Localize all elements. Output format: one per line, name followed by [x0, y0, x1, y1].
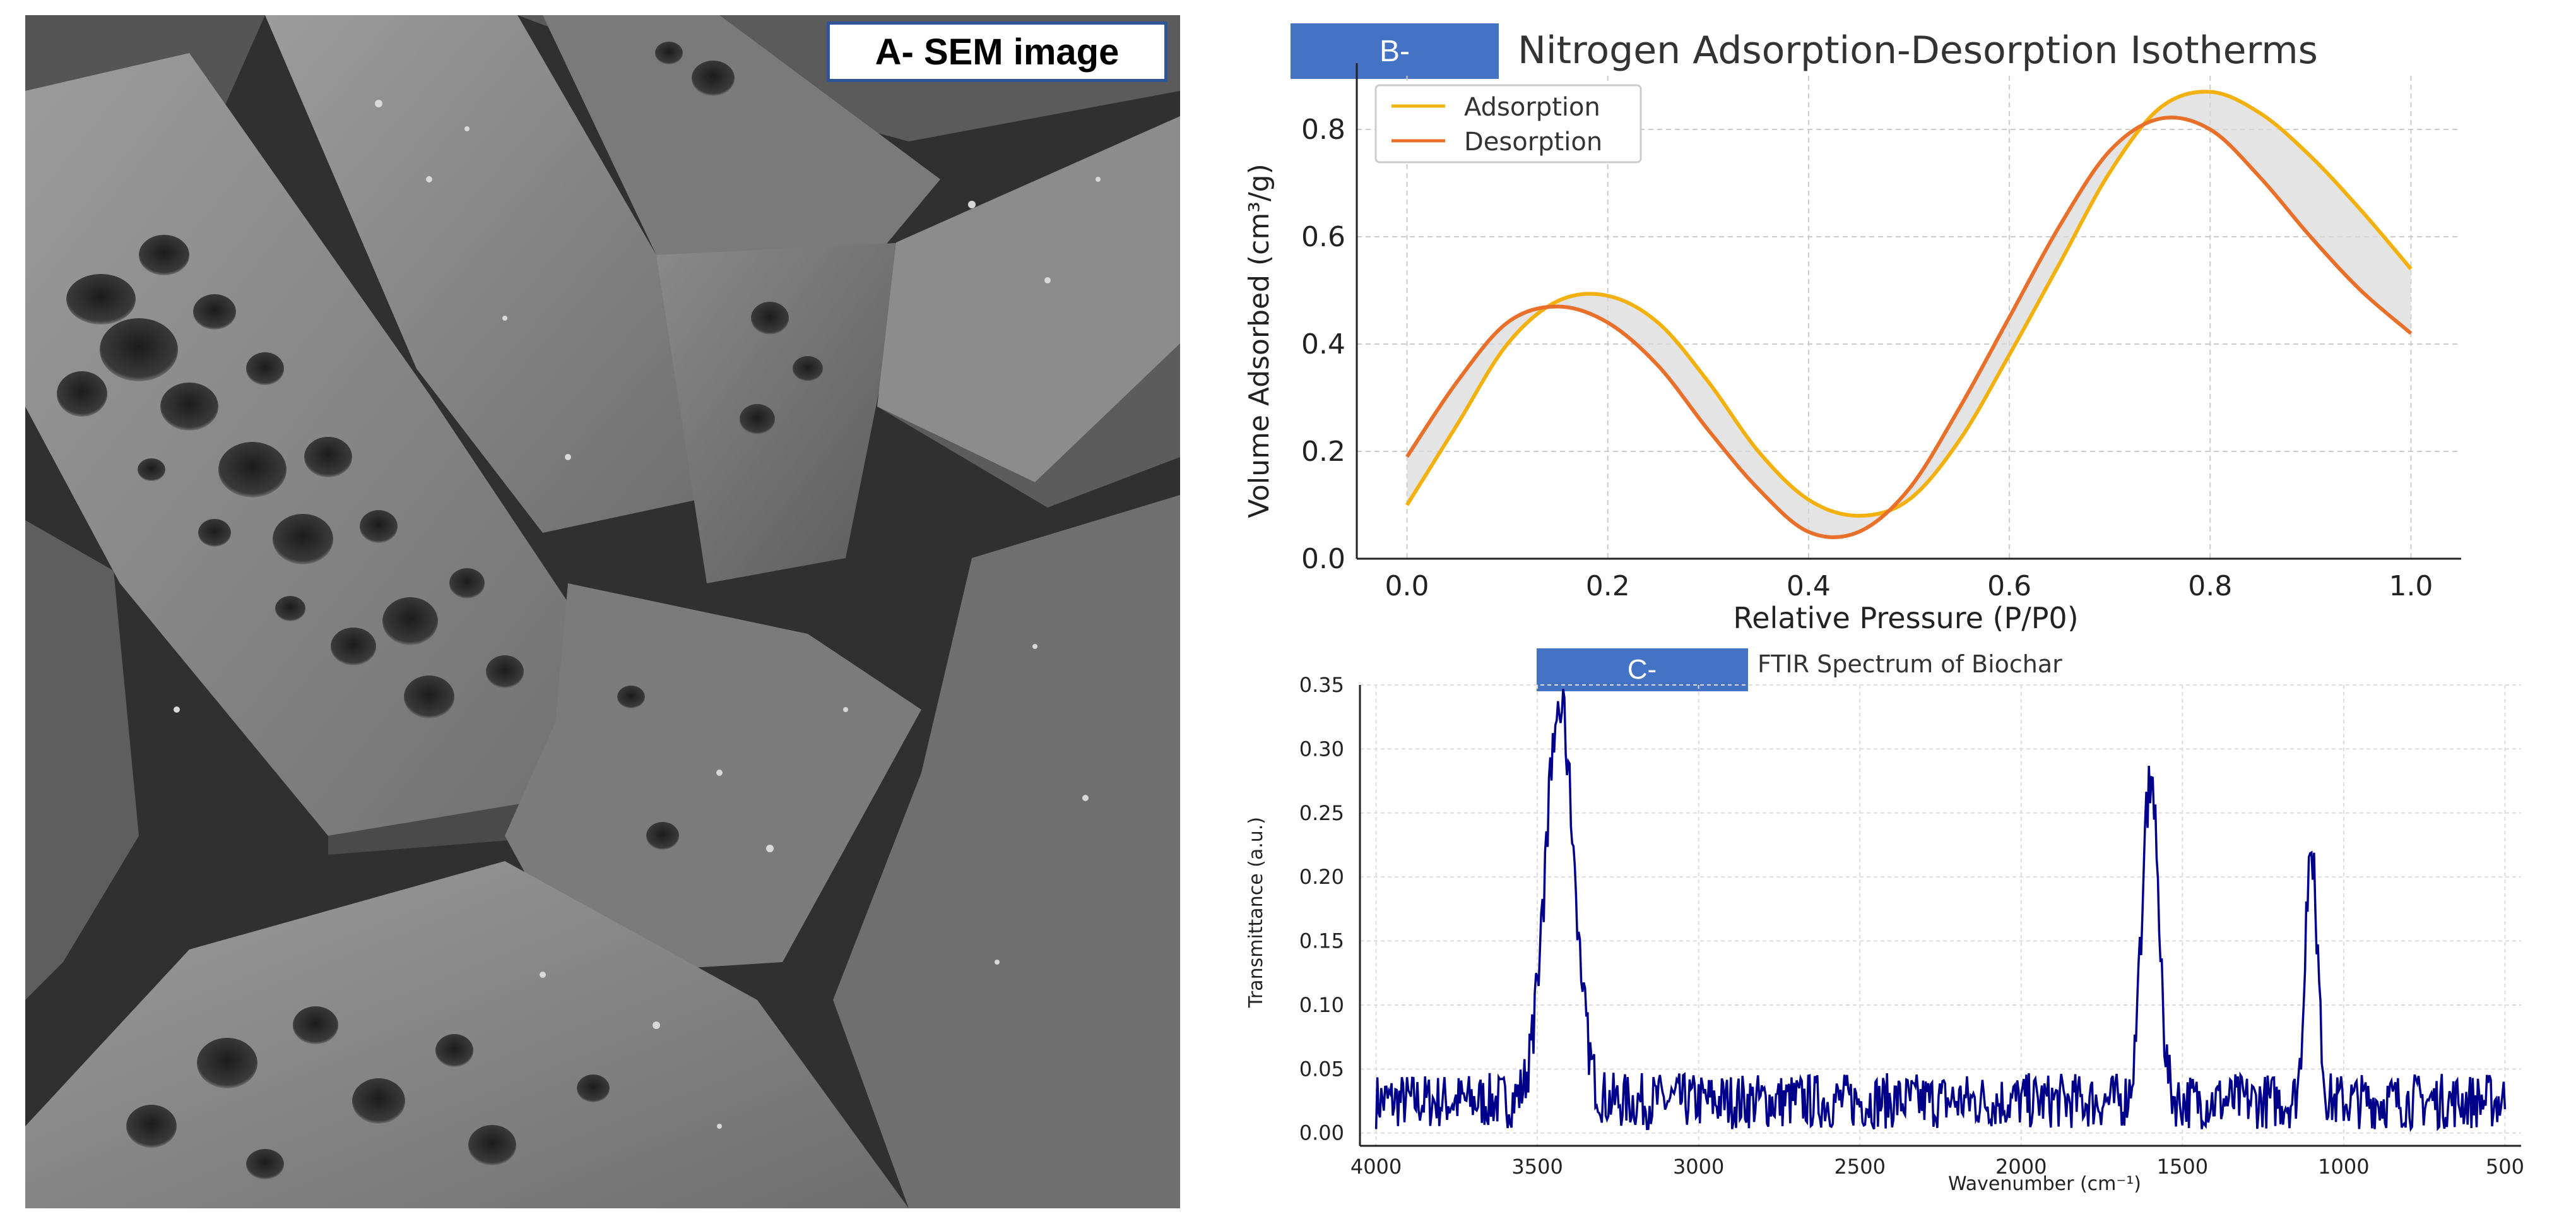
x-tick-label: 0.6 — [1987, 570, 2031, 602]
x-tick-label: 1500 — [2157, 1155, 2208, 1179]
ftir-spectrum-line — [1374, 689, 2507, 1133]
panel-a-label: A- SEM image — [827, 21, 1167, 82]
y-tick-label: 0.6 — [1301, 221, 1345, 253]
chart-b-ylabel: Volume Adsorbed (cm³/g) — [1243, 164, 1275, 518]
x-tick-label: 0.4 — [1787, 570, 1831, 602]
chart-c-xlabel: Wavenumber (cm⁻¹) — [1948, 1173, 2141, 1195]
y-tick-label: 0.00 — [1299, 1121, 1344, 1145]
x-tick-label: 0.0 — [1385, 570, 1429, 602]
x-tick-label: 3500 — [1511, 1155, 1563, 1179]
panel-c-tag-box — [1537, 648, 1748, 691]
y-tick-label: 0.10 — [1299, 993, 1344, 1017]
x-tick-label: 1000 — [2318, 1155, 2369, 1179]
y-tick-label: 0.2 — [1301, 436, 1345, 468]
x-tick-label: 0.2 — [1586, 570, 1630, 602]
y-tick-label: 0.05 — [1299, 1057, 1344, 1081]
chart-c-ylabel: Transmittance (a.u.) — [1245, 817, 1267, 1008]
hysteresis-band — [1407, 92, 2411, 538]
x-tick-label: 0.8 — [2188, 570, 2232, 602]
isotherm-chart: B- Nitrogen Adsorption-Desorption Isothe… — [1243, 23, 2461, 631]
panel-c-tag: C- — [1628, 654, 1657, 685]
chart-b-xlabel: Relative Pressure (P/P0) — [1733, 601, 2078, 631]
sem-micrograph-image — [25, 15, 1180, 1208]
y-tick-label: 0.15 — [1299, 929, 1344, 953]
y-tick-label: 0.30 — [1299, 737, 1344, 761]
legend-adsorption-label: Adsorption — [1464, 93, 1600, 122]
chart-b-title: Nitrogen Adsorption-Desorption Isotherms — [1518, 28, 2318, 73]
y-tick-label: 0.35 — [1299, 673, 1344, 697]
y-tick-label: 0.8 — [1301, 114, 1345, 146]
chart-c-title: FTIR Spectrum of Biochar — [1758, 650, 2062, 678]
series-line-adsorption — [1405, 90, 2413, 518]
panel-b-tag-box — [1291, 23, 1499, 79]
y-tick-label: 0.25 — [1299, 801, 1344, 825]
x-tick-label: 500 — [2486, 1155, 2524, 1179]
y-tick-label: 0.20 — [1299, 865, 1344, 889]
y-tick-label: 0.0 — [1301, 543, 1345, 575]
x-tick-label: 2500 — [1835, 1155, 1886, 1179]
x-tick-label: 2000 — [1995, 1155, 2047, 1179]
chart-b-legend: Adsorption Desorption — [1374, 84, 1642, 164]
x-tick-label: 1.0 — [2389, 570, 2433, 602]
panel-b-tag: B- — [1380, 35, 1410, 68]
x-tick-label: 3000 — [1673, 1155, 1724, 1179]
sem-image-panel: A- SEM image — [25, 15, 1180, 1208]
series-line-desorption — [1405, 116, 2413, 539]
x-tick-label: 4000 — [1350, 1155, 1402, 1179]
y-tick-label: 0.4 — [1301, 328, 1345, 360]
legend-desorption-label: Desorption — [1464, 128, 1602, 157]
